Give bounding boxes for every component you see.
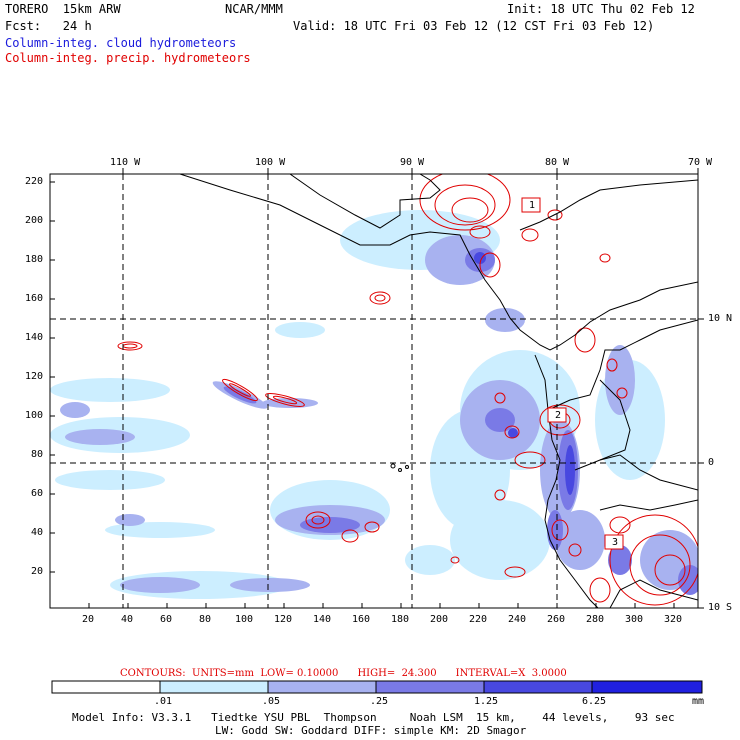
tick-marks [50, 168, 704, 609]
coastlines [179, 174, 698, 608]
lon-label-100w: 100 W [255, 157, 286, 168]
forecast-hour: Fcst: 24 h [5, 19, 92, 33]
lat-label-10n: 10 N [708, 313, 733, 324]
y-tick: 140 [25, 332, 44, 343]
y-tick: 40 [31, 527, 44, 538]
colorbar-unit: mm [692, 696, 705, 707]
colorbar [51, 680, 703, 694]
colorbar-label: .01 [154, 696, 173, 707]
y-tick: 20 [31, 566, 44, 577]
x-tick: 100 [235, 614, 254, 625]
y-tick: 60 [31, 488, 44, 499]
x-tick: 260 [547, 614, 566, 625]
colorbar-label: .05 [262, 696, 281, 707]
x-tick: 20 [82, 614, 95, 625]
valid-time: Valid: 18 UTC Fri 03 Feb 12 (12 CST Fri … [293, 19, 655, 33]
y-tick: 120 [25, 371, 44, 382]
box-label-2: 2 [555, 410, 562, 421]
y-tick: 220 [25, 176, 44, 187]
legend-cloud: Column-integ. cloud hydrometeors [5, 36, 237, 50]
y-tick: 100 [25, 410, 44, 421]
model-title: TORERO 15km ARW [5, 2, 121, 16]
x-tick: 280 [586, 614, 605, 625]
x-tick: 140 [313, 614, 332, 625]
lon-label-80w: 80 W [545, 157, 570, 168]
lon-label-70w: 70 W [688, 157, 713, 168]
box-label-1: 1 [529, 200, 536, 211]
y-tick: 160 [25, 293, 44, 304]
colorbar-label: 1.25 [474, 696, 499, 707]
colorbar-label: 6.25 [582, 696, 607, 707]
x-tick: 60 [160, 614, 173, 625]
x-tick: 200 [430, 614, 449, 625]
x-tick: 180 [391, 614, 410, 625]
lat-label-10s: 10 S [708, 602, 733, 613]
legend-precip: Column-integ. precip. hydrometeors [5, 51, 251, 65]
colorbar-label: .25 [370, 696, 389, 707]
org-label: NCAR/MMM [225, 2, 283, 16]
plot-frame [49, 173, 699, 609]
station-boxes [521, 197, 624, 550]
box-label-3: 3 [612, 537, 619, 548]
lon-label-90w: 90 W [400, 157, 425, 168]
x-tick: 220 [469, 614, 488, 625]
x-tick: 240 [508, 614, 527, 625]
x-tick: 40 [121, 614, 134, 625]
x-tick: 320 [664, 614, 683, 625]
y-tick: 80 [31, 449, 44, 460]
x-tick: 160 [352, 614, 371, 625]
init-time: Init: 18 UTC Thu 02 Feb 12 [507, 2, 695, 16]
y-tick: 200 [25, 215, 44, 226]
cloud-deep-shading [474, 252, 575, 495]
hydrometeor-field [50, 174, 698, 608]
y-tick: 180 [25, 254, 44, 265]
lat-label-0: 0 [708, 457, 715, 468]
model-info-line1: Model Info: V3.3.1 Tiedtke YSU PBL Thomp… [72, 711, 675, 724]
model-info-line2: LW: Godd SW: Goddard DIFF: simple KM: 2D… [215, 724, 527, 737]
contours-info: CONTOURS: UNITS=mm LOW= 0.10000 HIGH= 24… [120, 668, 567, 679]
lon-label-110w: 110 W [110, 157, 141, 168]
lat-lon-grid [50, 174, 698, 608]
x-tick: 80 [199, 614, 212, 625]
x-tick: 300 [625, 614, 644, 625]
x-tick: 120 [274, 614, 293, 625]
